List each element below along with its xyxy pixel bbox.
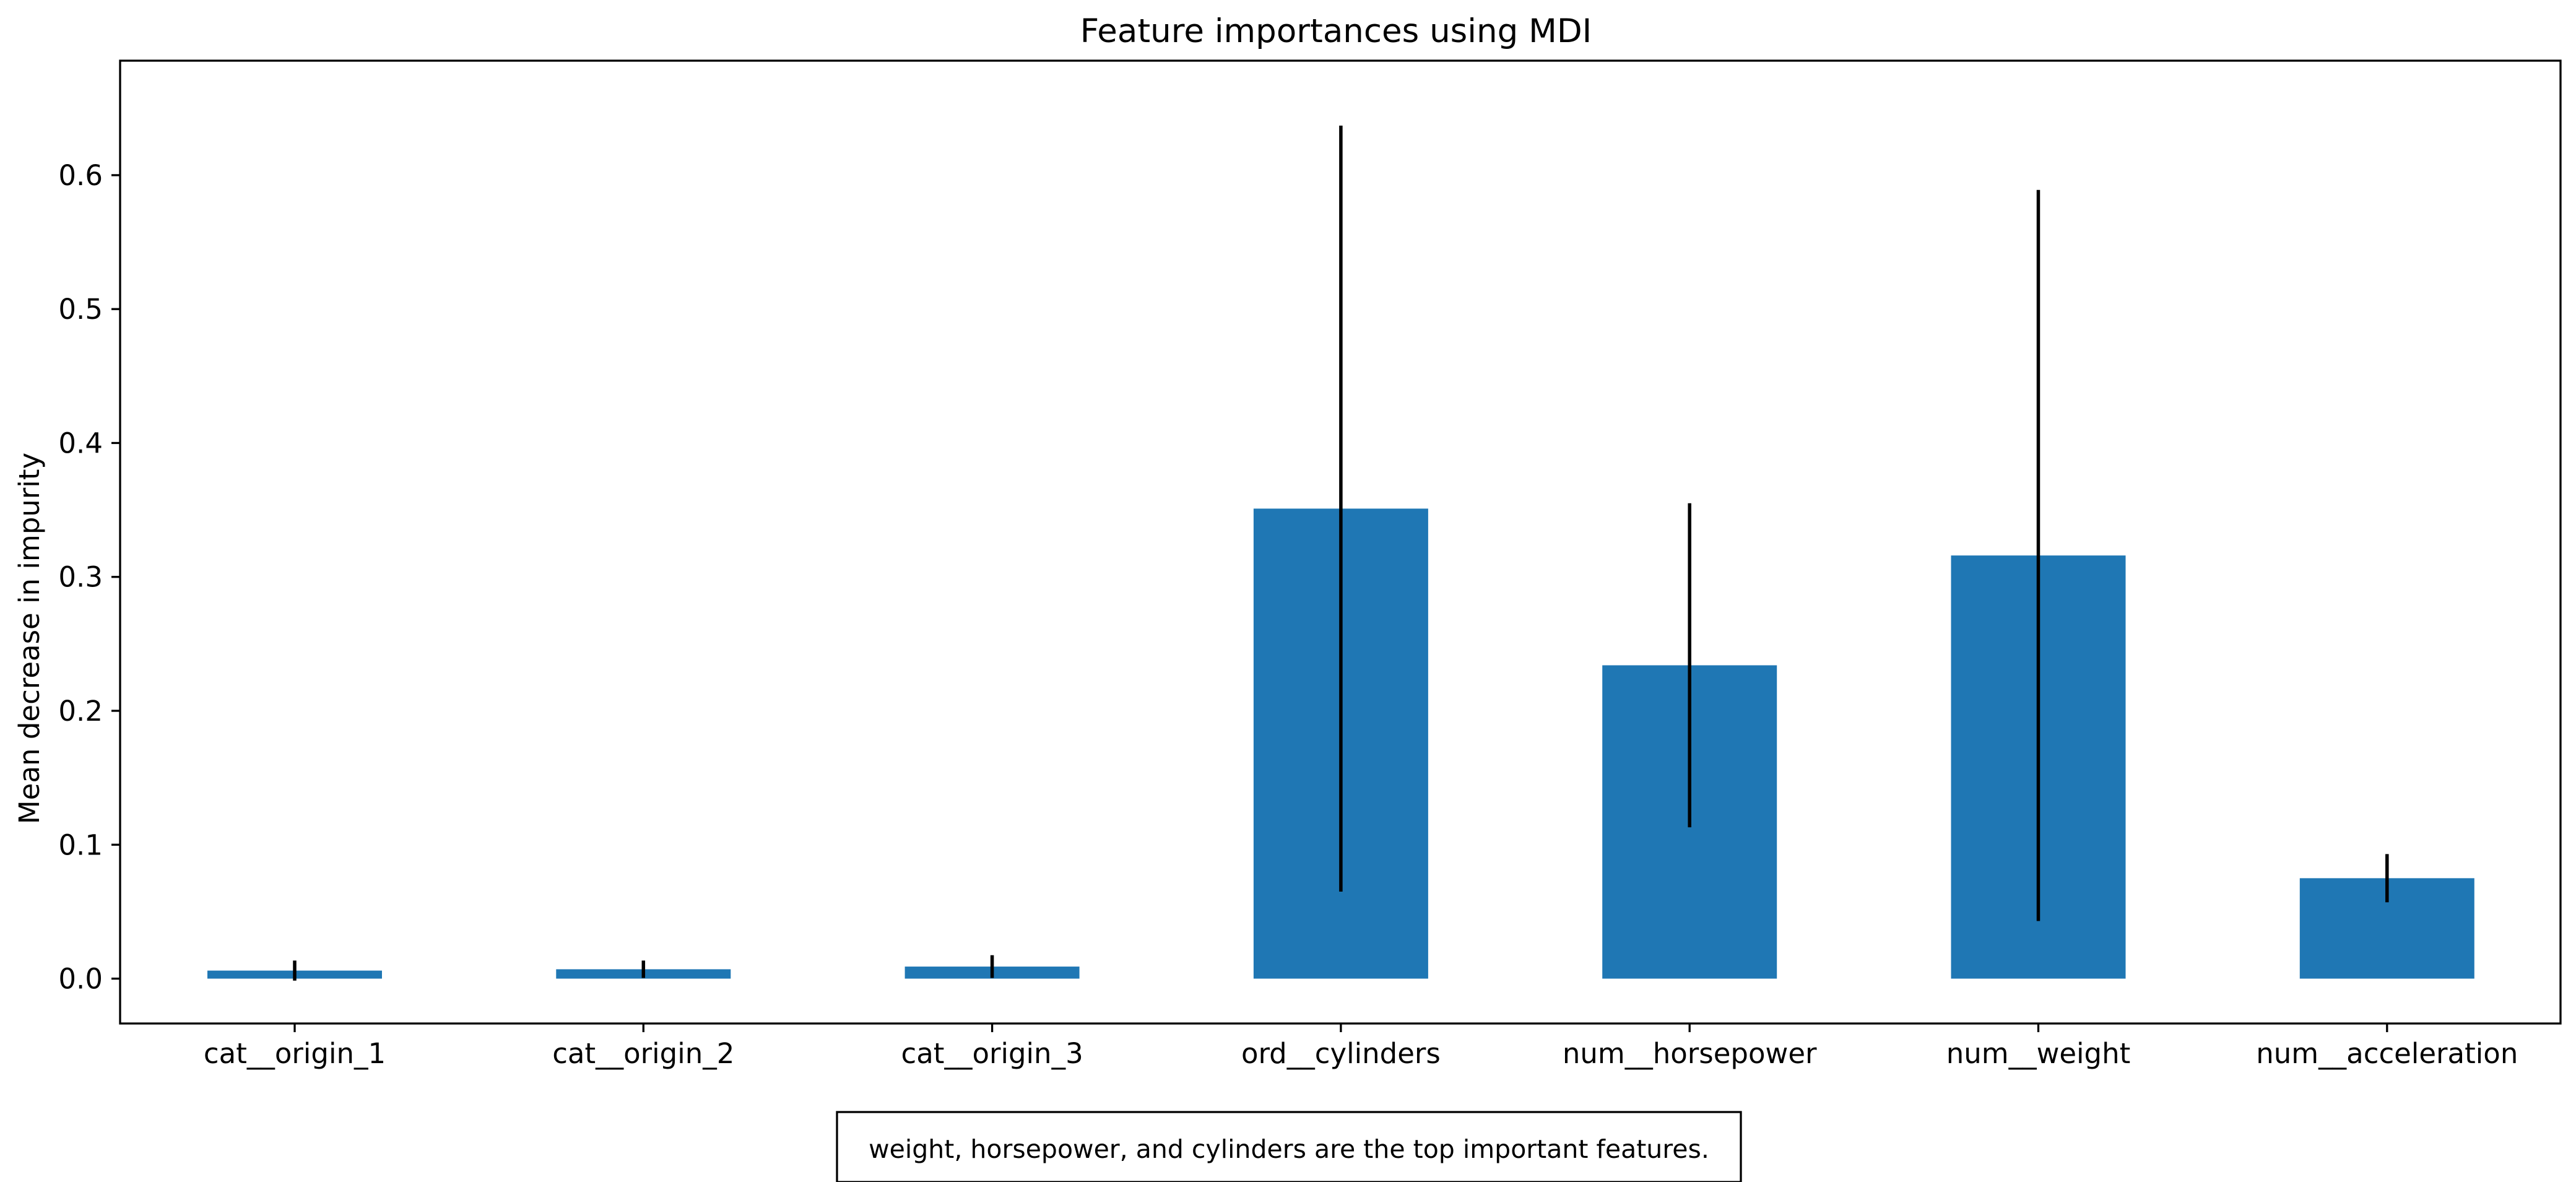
y-tick-label: 0.4 — [58, 427, 103, 459]
x-tick-label: num__acceleration — [2256, 1037, 2518, 1070]
y-tick-label: 0.3 — [58, 561, 103, 594]
x-tick-label: ord__cylinders — [1241, 1037, 1441, 1070]
y-tick-label: 0.5 — [58, 293, 103, 326]
y-tick-label: 0.1 — [58, 828, 103, 861]
annotation-text: weight, horsepower, and cylinders are th… — [869, 1134, 1709, 1164]
y-axis-label: Mean decrease in impurity — [13, 453, 46, 824]
annotation-frame — [836, 1111, 1742, 1182]
x-tick-label: cat__origin_3 — [901, 1037, 1083, 1070]
y-tick-label: 0.2 — [58, 695, 103, 728]
x-tick-label: cat__origin_1 — [204, 1037, 386, 1070]
error-bars — [293, 125, 2389, 981]
y-tick-label: 0.0 — [58, 963, 103, 996]
y-tick-label: 0.6 — [58, 159, 103, 192]
chart-title: Feature importances using MDI — [1080, 12, 1592, 50]
y-axis-ticks: 0.0 0.1 0.2 0.3 0.4 0.5 0.6 — [58, 159, 120, 996]
annotation-box: weight, horsepower, and cylinders are th… — [836, 1111, 1742, 1182]
x-tick-label: num__weight — [1946, 1037, 2131, 1070]
x-tick-label: num__horsepower — [1563, 1037, 1817, 1070]
x-tick-label: cat__origin_2 — [552, 1037, 734, 1070]
x-axis-ticks: cat__origin_1 cat__origin_2 cat__origin_3 o… — [204, 1023, 2518, 1070]
